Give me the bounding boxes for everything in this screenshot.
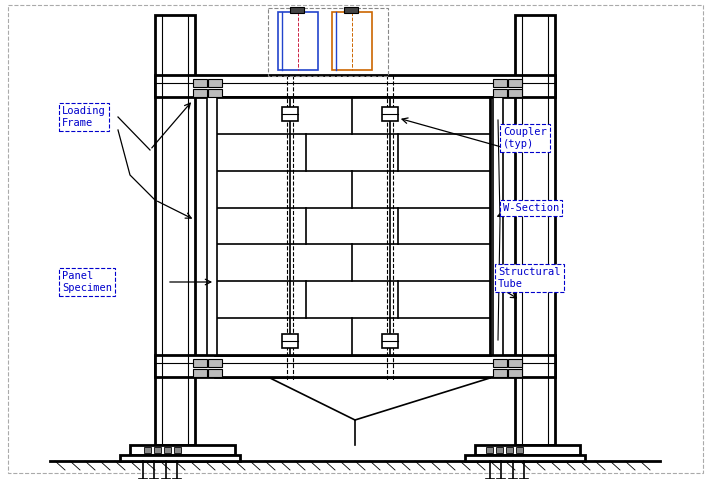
Bar bbox=[154, 447, 161, 453]
Bar bbox=[465, 455, 585, 461]
Bar bbox=[174, 447, 181, 453]
Bar bbox=[493, 97, 503, 355]
Text: Coupler
(typ): Coupler (typ) bbox=[503, 127, 547, 149]
Bar bbox=[282, 334, 298, 348]
Text: Structural
Tube: Structural Tube bbox=[498, 267, 560, 289]
Bar bbox=[208, 369, 222, 377]
Bar bbox=[486, 447, 493, 453]
Bar bbox=[282, 107, 298, 121]
Bar bbox=[493, 79, 507, 87]
Bar bbox=[290, 7, 304, 13]
Bar bbox=[215, 97, 490, 355]
Bar bbox=[208, 79, 222, 87]
Bar bbox=[208, 89, 222, 97]
Bar bbox=[344, 7, 358, 13]
Bar bbox=[508, 89, 522, 97]
Bar bbox=[496, 447, 503, 453]
Bar bbox=[508, 79, 522, 87]
Bar bbox=[508, 369, 522, 377]
Bar bbox=[508, 359, 522, 367]
Bar bbox=[278, 12, 318, 70]
Bar bbox=[268, 8, 388, 76]
Bar bbox=[382, 107, 398, 121]
Bar bbox=[144, 447, 151, 453]
Text: Panel
Specimen: Panel Specimen bbox=[62, 271, 112, 293]
Bar bbox=[193, 89, 207, 97]
Bar bbox=[493, 359, 507, 367]
Bar bbox=[155, 15, 195, 445]
Bar bbox=[208, 359, 222, 367]
Bar bbox=[332, 12, 372, 70]
Text: W-Section: W-Section bbox=[503, 203, 559, 213]
Bar bbox=[155, 75, 555, 97]
Bar bbox=[382, 334, 398, 348]
Bar bbox=[193, 79, 207, 87]
Bar bbox=[207, 97, 217, 355]
Bar bbox=[130, 445, 235, 455]
Bar bbox=[515, 15, 555, 445]
Bar bbox=[475, 445, 580, 455]
Text: Loading
Frame: Loading Frame bbox=[62, 106, 106, 128]
Bar bbox=[493, 89, 507, 97]
Bar bbox=[493, 369, 507, 377]
Bar bbox=[155, 355, 555, 377]
Bar bbox=[193, 369, 207, 377]
Bar bbox=[193, 359, 207, 367]
Bar bbox=[516, 447, 523, 453]
Bar bbox=[120, 455, 240, 461]
Bar bbox=[164, 447, 171, 453]
Bar bbox=[506, 447, 513, 453]
